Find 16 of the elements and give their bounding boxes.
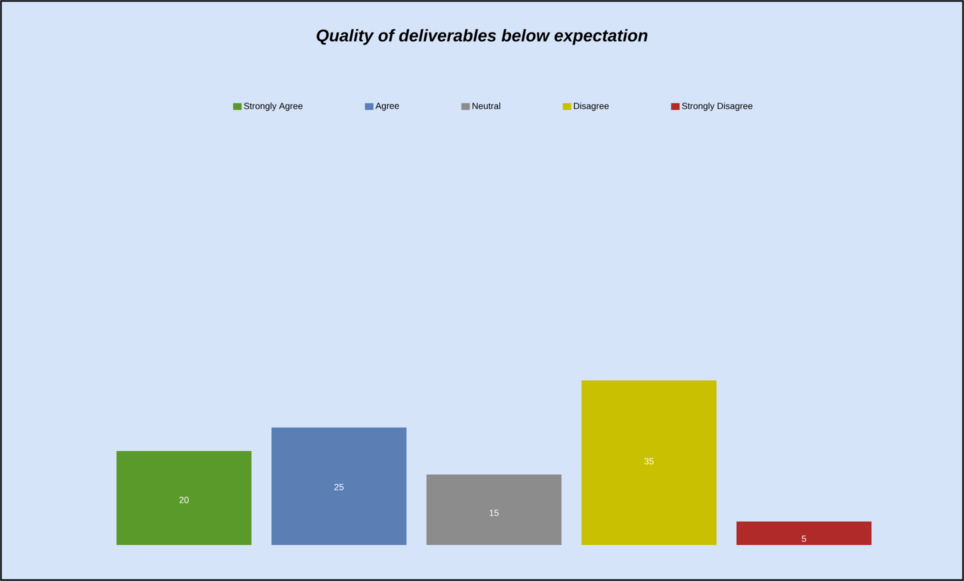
data-label: 15 <box>490 510 499 516</box>
data-label: 5 <box>802 536 806 542</box>
bar <box>582 380 717 545</box>
legend-label: Strongly Agree <box>244 102 303 111</box>
legend-label: Strongly Disagree <box>682 102 752 111</box>
bar <box>116 450 252 545</box>
data-label: 25 <box>334 484 344 490</box>
data-label: 20 <box>179 496 189 504</box>
chart-title: Quality of deliverables below expectation <box>316 29 648 45</box>
legend-label: Neutral <box>472 102 500 110</box>
legend-label: Disagree <box>574 102 609 111</box>
bar <box>736 521 872 545</box>
bar <box>272 427 406 545</box>
data-label: 35 <box>644 458 654 464</box>
legend-label: Agree <box>375 102 399 111</box>
bar <box>426 474 562 545</box>
